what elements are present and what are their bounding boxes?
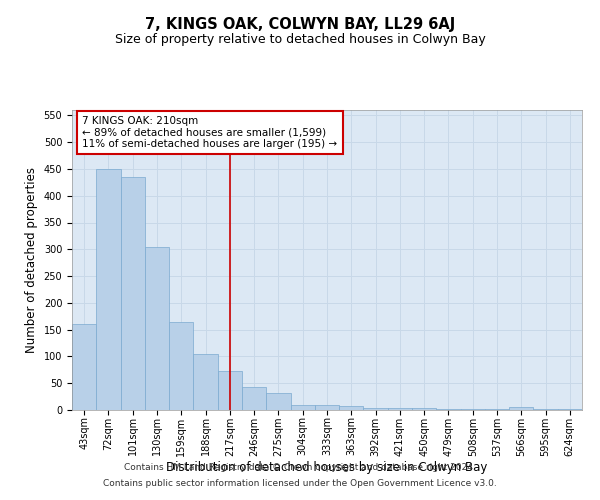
Bar: [218, 371, 242, 410]
Bar: [72, 324, 96, 410]
Y-axis label: Number of detached properties: Number of detached properties: [25, 167, 38, 353]
Bar: [509, 408, 533, 410]
Text: 7 KINGS OAK: 210sqm
← 89% of detached houses are smaller (1,599)
11% of semi-det: 7 KINGS OAK: 210sqm ← 89% of detached ho…: [82, 116, 337, 149]
Bar: [290, 404, 315, 410]
Text: 7, KINGS OAK, COLWYN BAY, LL29 6AJ: 7, KINGS OAK, COLWYN BAY, LL29 6AJ: [145, 18, 455, 32]
Bar: [145, 246, 169, 410]
Bar: [266, 393, 290, 410]
Text: Size of property relative to detached houses in Colwyn Bay: Size of property relative to detached ho…: [115, 32, 485, 46]
Bar: [533, 409, 558, 410]
Bar: [412, 408, 436, 410]
Bar: [388, 408, 412, 410]
Bar: [315, 404, 339, 410]
Text: Contains public sector information licensed under the Open Government Licence v3: Contains public sector information licen…: [103, 478, 497, 488]
Bar: [169, 322, 193, 410]
Bar: [364, 408, 388, 410]
Bar: [96, 169, 121, 410]
Bar: [339, 406, 364, 410]
Bar: [436, 409, 461, 410]
Bar: [121, 177, 145, 410]
X-axis label: Distribution of detached houses by size in Colwyn Bay: Distribution of detached houses by size …: [166, 462, 488, 474]
Text: Contains HM Land Registry data © Crown copyright and database right 2024.: Contains HM Land Registry data © Crown c…: [124, 464, 476, 472]
Bar: [193, 354, 218, 410]
Bar: [242, 387, 266, 410]
Bar: [461, 409, 485, 410]
